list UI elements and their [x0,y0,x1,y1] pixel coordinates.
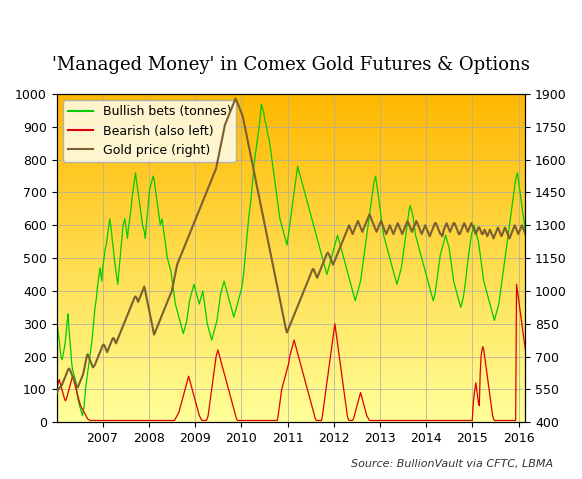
Text: Source: BullionVault via CFTC, LBMA: Source: BullionVault via CFTC, LBMA [351,459,553,469]
Text: 'Managed Money' in Comex Gold Futures & Options: 'Managed Money' in Comex Gold Futures & … [52,57,530,74]
Legend: Bullish bets (tonnes), Bearish (also left), Gold price (right): Bullish bets (tonnes), Bearish (also lef… [63,100,236,162]
